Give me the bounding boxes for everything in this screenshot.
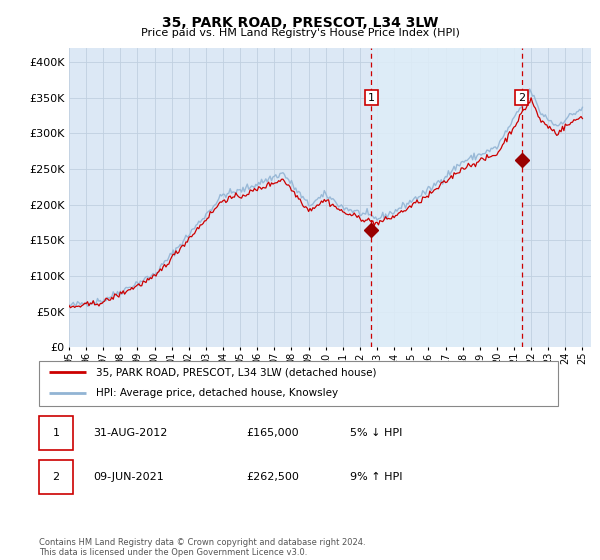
Text: 1: 1 — [368, 92, 375, 102]
Text: 35, PARK ROAD, PRESCOT, L34 3LW: 35, PARK ROAD, PRESCOT, L34 3LW — [162, 16, 438, 30]
Text: HPI: Average price, detached house, Knowsley: HPI: Average price, detached house, Know… — [96, 389, 338, 399]
Text: 35, PARK ROAD, PRESCOT, L34 3LW (detached house): 35, PARK ROAD, PRESCOT, L34 3LW (detache… — [96, 367, 377, 377]
Text: 5% ↓ HPI: 5% ↓ HPI — [350, 428, 403, 438]
Text: £165,000: £165,000 — [247, 428, 299, 438]
Bar — [39, 460, 73, 494]
Text: Price paid vs. HM Land Registry's House Price Index (HPI): Price paid vs. HM Land Registry's House … — [140, 28, 460, 38]
Text: Contains HM Land Registry data © Crown copyright and database right 2024.
This d: Contains HM Land Registry data © Crown c… — [39, 538, 365, 557]
Text: 9% ↑ HPI: 9% ↑ HPI — [350, 472, 403, 482]
Text: 2: 2 — [52, 472, 59, 482]
Bar — [39, 416, 73, 450]
Bar — [371, 48, 521, 347]
Text: 31-AUG-2012: 31-AUG-2012 — [94, 428, 168, 438]
Text: 09-JUN-2021: 09-JUN-2021 — [94, 472, 164, 482]
Text: 1: 1 — [52, 428, 59, 438]
Text: £262,500: £262,500 — [247, 472, 299, 482]
Text: 2: 2 — [518, 92, 525, 102]
